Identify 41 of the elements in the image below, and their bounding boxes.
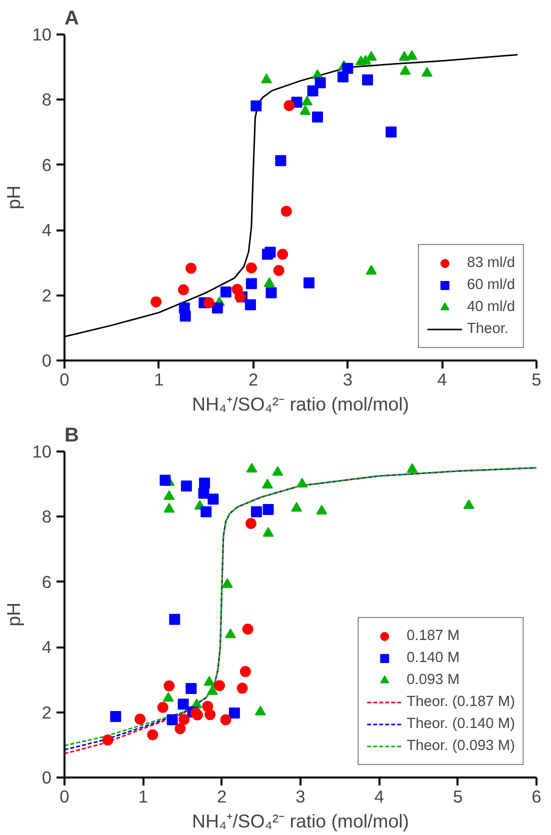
chart-title: B (64, 424, 79, 446)
y-tick-label: 10 (32, 442, 52, 462)
legend-label: Theor. (0.187 M) (406, 694, 515, 710)
x-tick-label: 1 (138, 786, 148, 806)
y-tick-label: 0 (42, 350, 52, 370)
y-tick-label: 6 (42, 154, 52, 175)
y-tick-label: 6 (42, 572, 52, 592)
x-tick-label: 2 (248, 370, 258, 390)
x-tick-label: 6 (532, 786, 542, 806)
x-tick-label: 4 (437, 370, 448, 390)
x-tick-label: 0 (60, 370, 70, 390)
x-tick-label: 5 (532, 370, 542, 390)
x-axis-title: NH₄⁺/SO₄²⁻ ratio (mol/mol) (192, 394, 409, 414)
y-tick-label: 2 (42, 702, 52, 722)
x-tick-label: 3 (342, 370, 353, 390)
x-tick-label: 3 (296, 786, 306, 806)
y-tick-label: 0 (42, 768, 52, 788)
legend-label: Theor. (0.093 M) (406, 738, 515, 754)
y-axis-title: pH (3, 602, 24, 626)
x-tick-label: 1 (154, 370, 164, 390)
y-tick-label: 4 (42, 637, 52, 658)
y-tick-label: 2 (42, 285, 52, 306)
x-axis-title: NH₄⁺/SO₄²⁻ ratio (mol/mol) (192, 810, 409, 832)
legend-label: 60 ml/d (466, 277, 515, 293)
x-tick-label: 0 (60, 786, 70, 806)
x-tick-label: 2 (217, 786, 227, 806)
legend-label: Theor. (0.140 M) (406, 716, 515, 732)
legend-label: Theor. (466, 321, 508, 337)
chart-title: A (64, 8, 79, 30)
x-tick-label: 5 (453, 786, 463, 806)
y-tick-label: 8 (42, 506, 52, 527)
legend-label: 40 ml/d (466, 299, 515, 315)
y-axis-title: pH (3, 186, 24, 210)
y-tick-label: 8 (42, 90, 52, 110)
x-tick-label: 4 (374, 786, 384, 806)
y-tick-label: 4 (42, 220, 52, 240)
y-tick-label: 10 (32, 24, 52, 44)
legend-label: 0.140 M (406, 650, 460, 666)
legend-label: 0.093 M (406, 672, 460, 688)
legend-label: 83 ml/d (466, 255, 515, 271)
legend-label: 0.187 M (406, 628, 460, 644)
